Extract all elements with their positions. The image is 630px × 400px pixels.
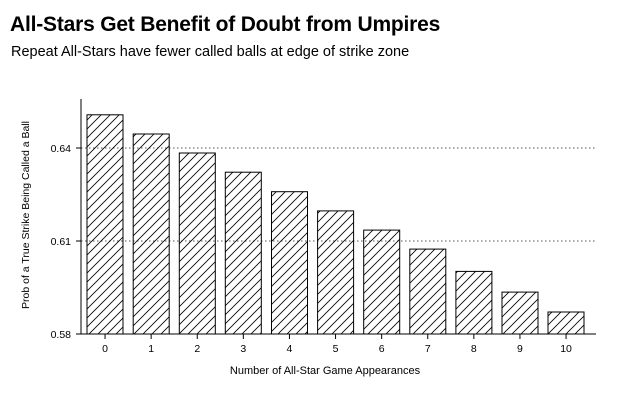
x-tick-label-3: 3 [240, 343, 246, 355]
bar-2 [178, 152, 216, 335]
bar-4 [271, 191, 308, 335]
bar-10 [547, 311, 585, 335]
bar-7 [409, 248, 447, 335]
axes [80, 99, 596, 335]
y-tick-label-0.64: 0.64 [51, 143, 72, 155]
bar-5 [317, 210, 355, 335]
x-tick-label-0: 0 [102, 343, 108, 355]
bars [86, 114, 585, 335]
x-tick-label-4: 4 [287, 343, 293, 355]
bar-0 [86, 114, 124, 335]
ticks: 0.58 0.61 0.64 0 1 2 3 4 5 6 7 8 9 10 [51, 143, 572, 355]
x-tick-label-5: 5 [333, 343, 339, 355]
bar-8 [455, 270, 493, 335]
chart-title: All-Stars Get Benefit of Doubt from Umpi… [10, 13, 441, 36]
x-tick-label-7: 7 [425, 343, 431, 355]
x-tick-label-2: 2 [194, 343, 200, 355]
chart-subtitle: Repeat All-Stars have fewer called balls… [11, 44, 410, 60]
bar-3 [224, 171, 262, 335]
bar-9 [501, 291, 539, 335]
y-axis-label: Prob of a True Strike Being Called a Bal… [20, 121, 32, 309]
bar-6 [363, 229, 401, 335]
x-axis-label: Number of All-Star Game Appearances [230, 365, 421, 377]
y-tick-label-0.58: 0.58 [51, 329, 72, 341]
x-tick-label-6: 6 [379, 343, 385, 355]
bar-1 [132, 133, 170, 335]
y-tick-label-0.61: 0.61 [51, 236, 72, 248]
x-tick-label-1: 1 [148, 343, 154, 355]
x-tick-label-10: 10 [560, 343, 572, 355]
x-tick-label-8: 8 [471, 343, 477, 355]
x-tick-label-9: 9 [517, 343, 523, 355]
